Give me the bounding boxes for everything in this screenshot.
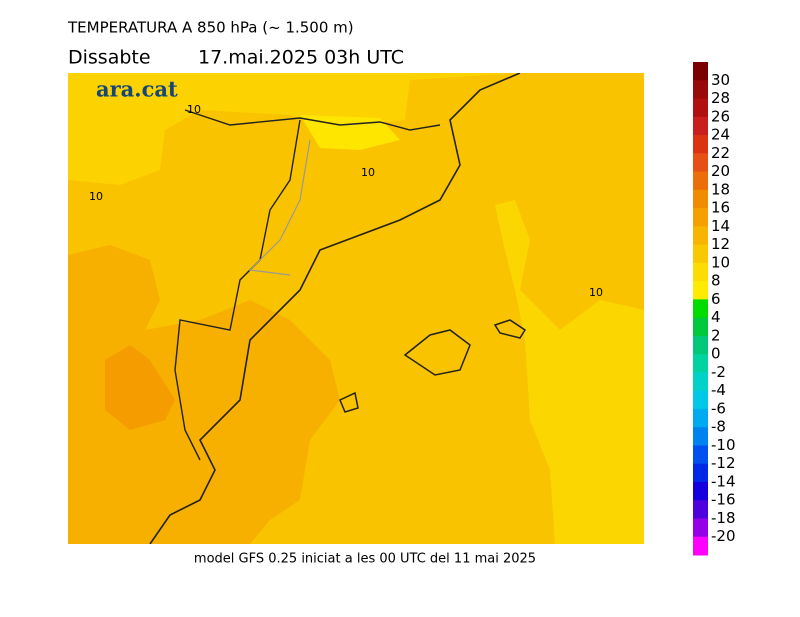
- colorbar-segment: [693, 116, 708, 136]
- colorbar-label: 30: [711, 71, 730, 89]
- colorbar-segment: [693, 390, 708, 410]
- border-north: [184, 109, 441, 131]
- colorbar-segment: [693, 427, 708, 446]
- colorbar-label: -12: [711, 454, 736, 472]
- island-menorca: [493, 319, 527, 339]
- colorbar-segment: [693, 354, 708, 373]
- colorbar-segment: [693, 408, 708, 428]
- colorbar-label: -18: [711, 509, 736, 527]
- colorbar-segment: [693, 135, 708, 154]
- colorbar-segment: [693, 299, 708, 319]
- colorbar-segment: [693, 445, 708, 465]
- colorbar-label: 28: [711, 89, 730, 107]
- coastline: [149, 73, 521, 544]
- field-yellow-east: [495, 200, 644, 544]
- colorbar-label: 10: [711, 253, 730, 271]
- colorbar-label: 0: [711, 345, 721, 363]
- colorbar-label: -6: [711, 399, 726, 417]
- colorbar-label: -20: [711, 527, 736, 545]
- colorbar-label: 12: [711, 235, 730, 253]
- colorbar-segment: [693, 171, 708, 191]
- colorbar-segment: [693, 262, 708, 282]
- colorbar-label: 26: [711, 107, 730, 125]
- region-border: [248, 139, 311, 276]
- date: 17.mai.2025 03h UTC: [198, 47, 404, 69]
- colorbar-label: 14: [711, 217, 730, 235]
- colorbar-label: -10: [711, 436, 736, 454]
- colorbar-label: 24: [711, 126, 730, 144]
- colorbar-label: 6: [711, 290, 721, 308]
- logo: ara.cat: [96, 77, 178, 102]
- colorbar-segment: [693, 481, 708, 501]
- colorbar-segment: [693, 208, 708, 227]
- contour-label: 10: [89, 190, 103, 203]
- colorbar-label: -4: [711, 381, 726, 399]
- colorbar-label: -16: [711, 491, 736, 509]
- colorbar-segment: [693, 62, 708, 81]
- island-mallorca: [403, 329, 471, 376]
- colorbar-label: -2: [711, 363, 726, 381]
- colorbar-segment: [693, 153, 708, 173]
- colorbar-segment: [693, 463, 708, 483]
- day: Dissabte: [68, 47, 151, 69]
- colorbar-segment: [693, 98, 708, 118]
- colorbar-segment: [693, 372, 708, 392]
- colorbar-segment: [693, 189, 708, 209]
- colorbar-label: 4: [711, 308, 721, 326]
- field-light: [300, 115, 400, 150]
- colorbar-label: -14: [711, 472, 736, 490]
- title: TEMPERATURA A 850 hPa (~ 1.500 m): [67, 19, 354, 37]
- border-west: [174, 119, 301, 461]
- colorbar-label: 22: [711, 144, 730, 162]
- colorbar-segment: [693, 244, 708, 264]
- island-ibiza: [339, 391, 359, 413]
- colorbar-segment: [693, 500, 708, 519]
- colorbar: 302826242220181614121086420-2-4-6-8-10-1…: [693, 62, 736, 556]
- footer: model GFS 0.25 iniciat a les 00 UTC del …: [194, 552, 536, 567]
- contour-label: 10: [187, 103, 201, 116]
- contour-label: 10: [589, 286, 603, 299]
- colorbar-label: 18: [711, 180, 730, 198]
- field-dark-orange: [105, 345, 175, 430]
- colorbar-segment: [693, 317, 708, 337]
- colorbar-label: 16: [711, 199, 730, 217]
- field-yellow: [68, 73, 520, 185]
- field-orange: [68, 245, 340, 544]
- contour-label: 10: [361, 166, 375, 179]
- colorbar-segment: [693, 226, 708, 246]
- colorbar-segment: [693, 536, 708, 556]
- colorbar-segment: [693, 80, 708, 100]
- colorbar-label: 2: [711, 326, 721, 344]
- colorbar-segment: [693, 281, 708, 300]
- map: ara.cat 10 10 10 10: [68, 73, 644, 544]
- colorbar-label: 20: [711, 162, 730, 180]
- colorbar-segment: [693, 335, 708, 355]
- colorbar-label: 8: [711, 272, 721, 290]
- colorbar-label: -8: [711, 418, 726, 436]
- colorbar-segment: [693, 518, 708, 538]
